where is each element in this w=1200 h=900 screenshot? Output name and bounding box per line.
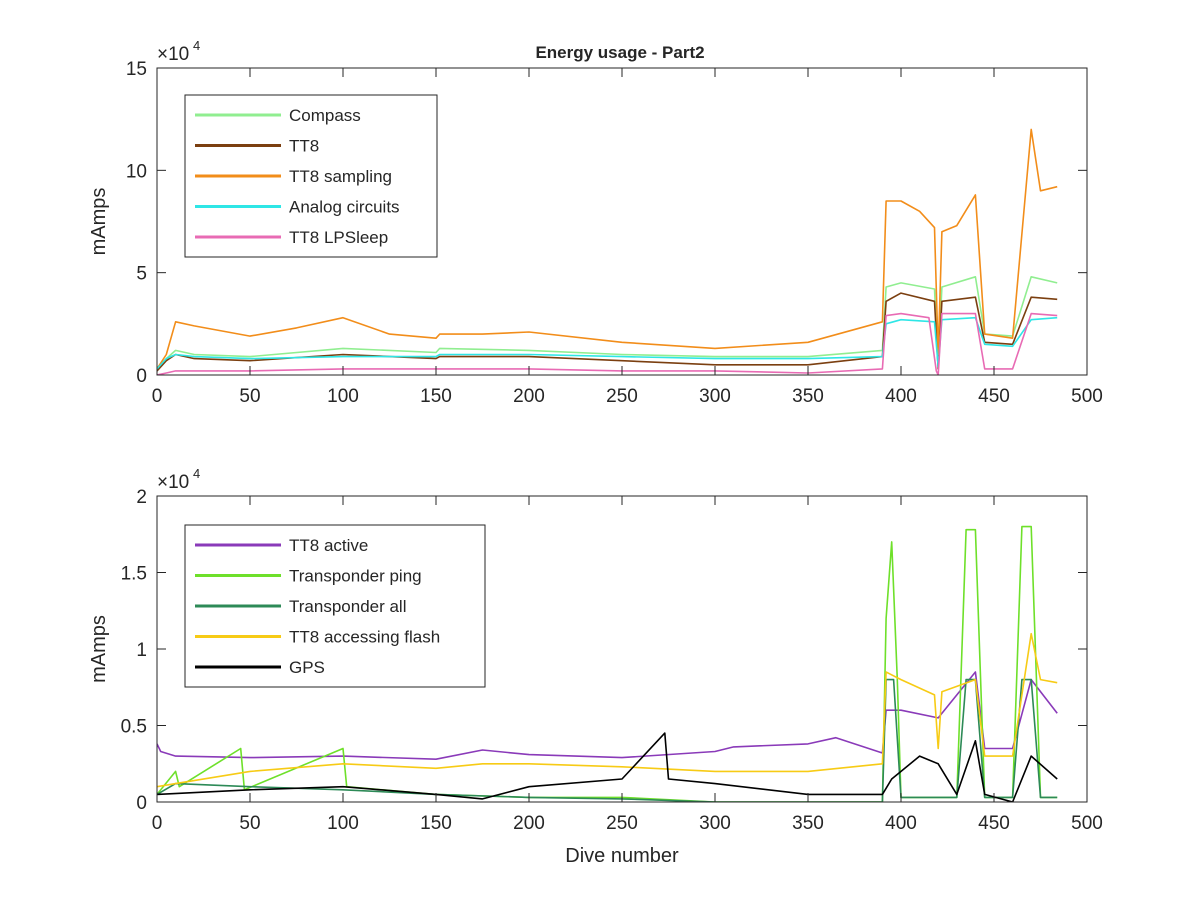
x-tick-label: 450 — [978, 813, 1010, 834]
series-line-tt8 — [157, 292, 1058, 372]
x-tick-label: 50 — [239, 386, 260, 407]
x-tick-label: 200 — [513, 813, 545, 834]
x-tick-label: 100 — [327, 386, 359, 407]
x-tick-label: 450 — [978, 386, 1010, 407]
y-exponent-power: 4 — [193, 466, 200, 481]
y-tick-label: 15 — [126, 59, 147, 80]
x-tick-label: 500 — [1071, 386, 1103, 407]
series-line-tt8-active — [157, 671, 1058, 761]
legend-label-transponder-all: Transponder all — [289, 597, 407, 616]
legend: Compass TT8 TT8 sampling Analog circuits TT8… — [184, 94, 438, 258]
y-exponent-label: ×10 — [157, 44, 189, 65]
legend-label-compass: Compass — [289, 106, 361, 125]
legend-label-gps: GPS — [289, 658, 325, 677]
x-tick-label: 350 — [792, 386, 824, 407]
series-line-tt8-lpsleep — [157, 312, 1058, 375]
series-line-tt8-sampling — [157, 128, 1058, 370]
y-tick-label: 0.5 — [121, 717, 147, 738]
y-tick-label: 5 — [136, 264, 147, 285]
x-tick-label: 400 — [885, 813, 917, 834]
y-axis-label: mAmps — [88, 615, 110, 683]
legend-label-tt8: TT8 — [289, 137, 319, 156]
series-line-gps — [157, 732, 1058, 802]
y-tick-label: 0 — [136, 793, 147, 814]
x-tick-label: 350 — [792, 813, 824, 834]
energy-plot-top: 0 50 100 150 200 250 300 350 400 450 500 0 5 10 15 ×10 4… — [88, 38, 1103, 407]
x-tick-label: 500 — [1071, 813, 1103, 834]
legend: TT8 active Transponder ping Transponder al… — [184, 524, 486, 688]
legend-label-tt8-accessing-flash: TT8 accessing flash — [289, 628, 440, 647]
x-tick-label: 150 — [420, 813, 452, 834]
y-tick-label: 0 — [136, 366, 147, 387]
y-tick-label: 1.5 — [121, 564, 147, 585]
series-line-analog-circuits — [157, 316, 1058, 370]
series-line-compass — [157, 275, 1058, 370]
series-line-tt8-accessing-flash — [157, 632, 1058, 788]
legend-label-analog-circuits: Analog circuits — [289, 198, 400, 217]
x-tick-label: 250 — [606, 813, 638, 834]
x-tick-label: 0 — [152, 813, 163, 834]
x-tick-label: 0 — [152, 386, 163, 407]
x-tick-label: 200 — [513, 386, 545, 407]
y-tick-label: 2 — [136, 487, 147, 508]
x-tick-label: 50 — [239, 813, 260, 834]
x-tick-label: 300 — [699, 386, 731, 407]
y-tick-label: 1 — [136, 640, 147, 661]
y-exponent-label: ×10 — [157, 472, 189, 493]
chart-title: Energy usage - Part2 — [535, 43, 704, 62]
x-axis-label: Dive number — [565, 845, 679, 867]
y-tick-label: 10 — [126, 161, 147, 182]
x-tick-label: 300 — [699, 813, 731, 834]
series-group — [157, 128, 1058, 375]
x-tick-label: 100 — [327, 813, 359, 834]
legend-label-transponder-ping: Transponder ping — [289, 567, 422, 586]
legend-label-tt8-sampling: TT8 sampling — [289, 167, 392, 186]
x-tick-label: 150 — [420, 386, 452, 407]
energy-plot-bottom: 0 50 100 150 200 250 300 350 400 450 500 0 0.5 1 1.5 2 ×… — [88, 466, 1103, 867]
legend-label-tt8-active: TT8 active — [289, 536, 368, 555]
legend-label-tt8-lpsleep: TT8 LPSleep — [289, 228, 388, 247]
x-tick-label: 400 — [885, 386, 917, 407]
y-exponent-power: 4 — [193, 38, 200, 53]
series-group — [157, 525, 1058, 802]
y-axis-label: mAmps — [88, 188, 110, 256]
x-tick-label: 250 — [606, 386, 638, 407]
